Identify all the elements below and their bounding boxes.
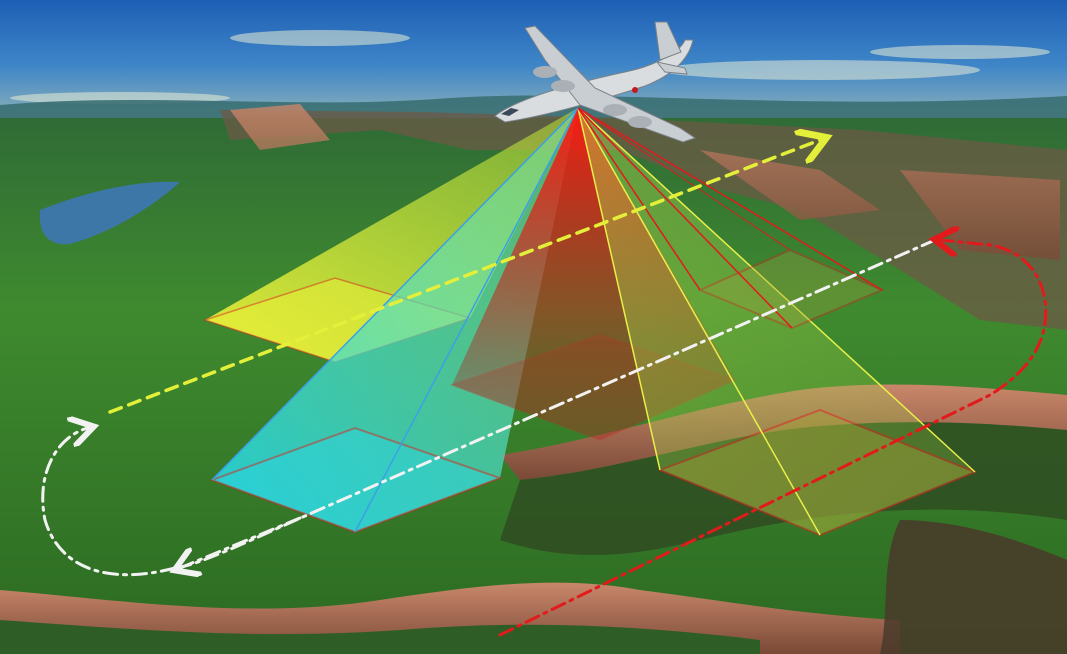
far-canyon [220, 110, 1067, 330]
canyon-floor [0, 620, 760, 654]
cyan-footprint [209, 426, 503, 534]
yellow-beam [205, 108, 578, 362]
aircraft [494, 21, 697, 143]
cyan-beam [212, 108, 578, 532]
flight-paths [41, 140, 1048, 637]
white-path-end [180, 516, 302, 568]
clouds [10, 30, 1050, 104]
right-canyon [880, 520, 1067, 654]
red-path [498, 240, 1048, 637]
yellow-path [108, 140, 820, 414]
river [39, 181, 180, 245]
green-beam [578, 108, 975, 535]
canyon-rim-mid [500, 384, 1067, 480]
sensor-beams [202, 107, 978, 537]
